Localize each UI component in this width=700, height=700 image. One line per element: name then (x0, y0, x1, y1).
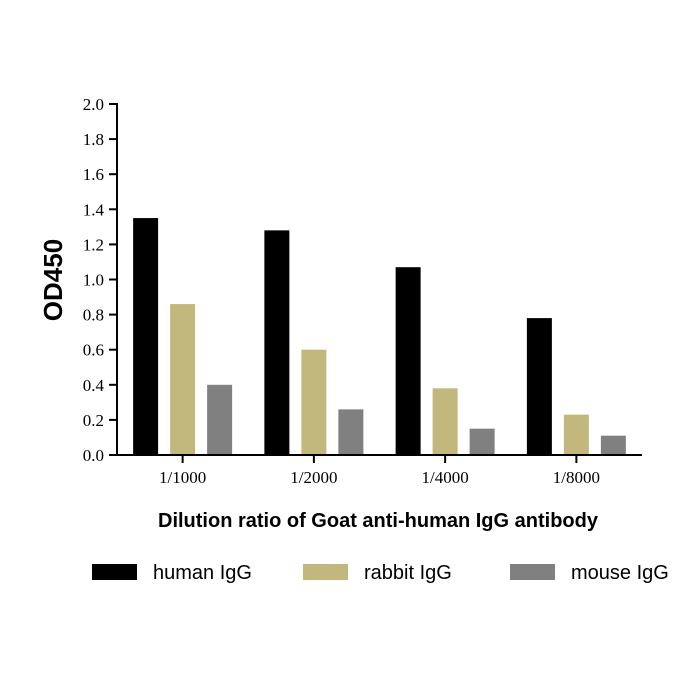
legend-label: human IgG (153, 562, 252, 584)
bars (133, 218, 626, 455)
bar-mouse-igg-1 (207, 384, 233, 455)
y-tick-label: 1.4 (83, 200, 105, 219)
x-tick-label: 1/2000 (290, 468, 337, 487)
y-axis-title: OD450 (38, 239, 68, 321)
bar-human-igg-3 (395, 267, 421, 455)
legend: human IgG rabbit IgG mouse IgG (92, 562, 669, 584)
legend-swatch (92, 564, 137, 580)
bar-mouse-igg-4 (600, 435, 626, 455)
y-tick-label: 1.6 (83, 165, 104, 184)
bar-mouse-igg-3 (469, 428, 495, 455)
bar-rabbit-igg-2 (301, 349, 327, 455)
bar-rabbit-igg-1 (170, 304, 196, 455)
bar-human-igg-1 (133, 218, 159, 455)
bar-rabbit-igg-4 (563, 414, 589, 455)
x-axis-title: Dilution ratio of Goat anti-human IgG an… (158, 510, 599, 532)
x-axis-ticks: 1/1000 1/2000 1/4000 1/8000 (159, 455, 600, 487)
y-tick-label: 0.2 (83, 411, 104, 430)
y-axis-ticks: 0.0 0.2 0.4 0.6 0.8 1.0 1.2 1.4 1.6 1.8 2.0 (83, 95, 117, 465)
y-tick-label: 1.8 (83, 130, 104, 149)
y-tick-label: 0.0 (83, 446, 104, 465)
x-tick-label: 1/4000 (422, 468, 469, 487)
legend-label: rabbit IgG (364, 562, 452, 584)
x-tick-label: 1/1000 (159, 468, 206, 487)
y-tick-label: 0.8 (83, 306, 104, 325)
bar-mouse-igg-2 (338, 409, 364, 455)
y-tick-label: 1.0 (83, 271, 104, 290)
y-tick-label: 2.0 (83, 95, 104, 114)
bar-human-igg-4 (526, 318, 552, 455)
legend-swatch (303, 564, 348, 580)
bar-human-igg-2 (264, 230, 290, 455)
y-tick-label: 1.2 (83, 235, 104, 254)
legend-swatch (510, 564, 555, 580)
y-tick-label: 0.6 (83, 341, 104, 360)
x-tick-label: 1/8000 (553, 468, 600, 487)
y-tick-label: 0.4 (83, 376, 105, 395)
legend-label: mouse IgG (571, 562, 669, 584)
bar-rabbit-igg-3 (432, 388, 458, 455)
